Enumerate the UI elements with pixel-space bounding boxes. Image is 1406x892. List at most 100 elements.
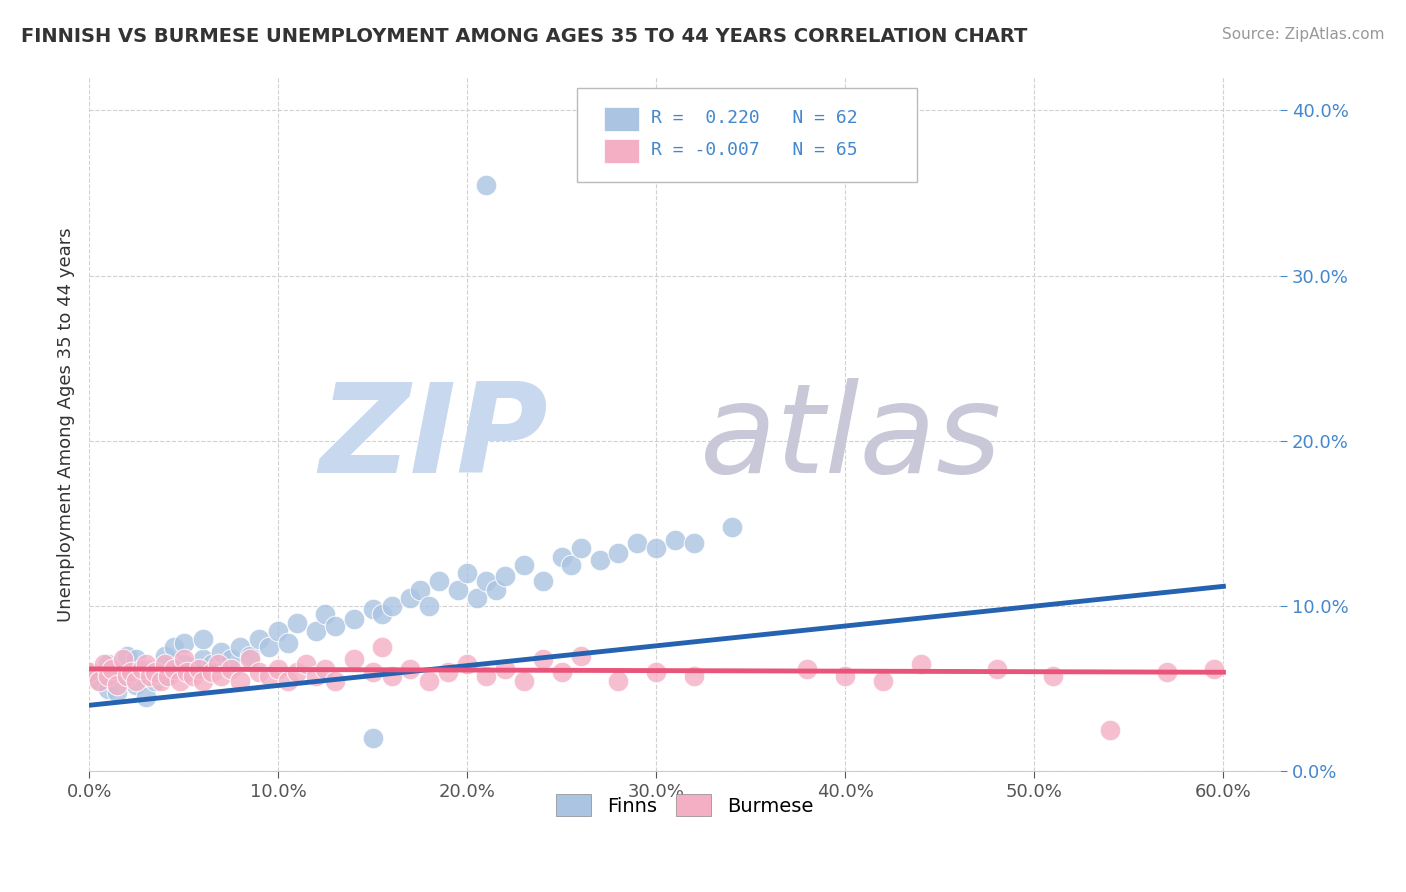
- Point: [683, 536, 706, 550]
- Point: [163, 662, 186, 676]
- Point: [834, 668, 856, 682]
- Text: R = -0.007   N = 65: R = -0.007 N = 65: [651, 141, 858, 160]
- Point: [285, 665, 308, 680]
- Point: [219, 652, 242, 666]
- Point: [607, 673, 630, 688]
- Point: [1098, 723, 1121, 737]
- Point: [361, 665, 384, 680]
- Point: [371, 607, 394, 622]
- Point: [1202, 662, 1225, 676]
- Point: [380, 599, 402, 614]
- Point: [173, 635, 195, 649]
- Point: [153, 668, 176, 682]
- Point: [135, 662, 157, 676]
- Point: [626, 536, 648, 550]
- Point: [721, 520, 744, 534]
- Bar: [603, 138, 640, 163]
- Point: [1042, 668, 1064, 682]
- Point: [314, 662, 336, 676]
- Legend: Finns, Burmese: Finns, Burmese: [548, 786, 821, 824]
- Point: [153, 657, 176, 671]
- Point: [115, 668, 138, 682]
- Point: [409, 582, 432, 597]
- Point: [531, 652, 554, 666]
- Point: [569, 648, 592, 663]
- Point: [437, 665, 460, 680]
- Point: [173, 652, 195, 666]
- Point: [645, 541, 668, 556]
- Point: [201, 657, 224, 671]
- Point: [551, 549, 574, 564]
- Text: Source: ZipAtlas.com: Source: ZipAtlas.com: [1222, 27, 1385, 42]
- Point: [143, 665, 166, 680]
- Point: [475, 574, 498, 589]
- Point: [149, 673, 172, 688]
- Point: [115, 668, 138, 682]
- Point: [683, 668, 706, 682]
- Point: [588, 553, 610, 567]
- Text: ZIP: ZIP: [319, 378, 547, 499]
- Point: [181, 665, 204, 680]
- Point: [87, 673, 110, 688]
- Point: [257, 640, 280, 655]
- Point: [277, 673, 299, 688]
- Point: [157, 668, 180, 682]
- Point: [135, 690, 157, 704]
- Point: [125, 652, 148, 666]
- Point: [120, 665, 142, 680]
- Point: [173, 657, 195, 671]
- Point: [465, 591, 488, 605]
- Point: [380, 668, 402, 682]
- Point: [267, 662, 290, 676]
- Point: [513, 558, 536, 572]
- Point: [107, 685, 129, 699]
- Point: [131, 662, 153, 676]
- Point: [323, 619, 346, 633]
- Point: [107, 678, 129, 692]
- Point: [209, 645, 232, 659]
- Text: FINNISH VS BURMESE UNEMPLOYMENT AMONG AGES 35 TO 44 YEARS CORRELATION CHART: FINNISH VS BURMESE UNEMPLOYMENT AMONG AG…: [21, 27, 1028, 45]
- Point: [427, 574, 450, 589]
- Point: [97, 657, 120, 671]
- Point: [418, 599, 440, 614]
- Point: [257, 668, 280, 682]
- Point: [219, 662, 242, 676]
- Point: [796, 662, 818, 676]
- Point: [191, 652, 214, 666]
- Point: [531, 574, 554, 589]
- Point: [494, 569, 516, 583]
- Point: [112, 652, 135, 666]
- Text: atlas: atlas: [700, 378, 1002, 499]
- Point: [475, 178, 498, 192]
- Point: [239, 652, 262, 666]
- Point: [100, 662, 122, 676]
- Point: [1156, 665, 1178, 680]
- Point: [910, 657, 932, 671]
- Point: [607, 546, 630, 560]
- Point: [399, 591, 422, 605]
- Point: [343, 652, 366, 666]
- Point: [323, 673, 346, 688]
- Point: [207, 657, 229, 671]
- Point: [361, 602, 384, 616]
- Point: [97, 668, 120, 682]
- Point: [247, 632, 270, 647]
- Point: [456, 657, 478, 671]
- Point: [191, 632, 214, 647]
- Point: [560, 558, 582, 572]
- Point: [343, 612, 366, 626]
- Point: [247, 665, 270, 680]
- Point: [87, 673, 110, 688]
- Point: [418, 673, 440, 688]
- Point: [125, 678, 148, 692]
- Point: [125, 673, 148, 688]
- Point: [986, 662, 1008, 676]
- Bar: [603, 106, 640, 131]
- Point: [163, 640, 186, 655]
- Point: [494, 662, 516, 676]
- Point: [187, 662, 209, 676]
- Point: [115, 648, 138, 663]
- Point: [135, 657, 157, 671]
- Point: [371, 640, 394, 655]
- Point: [305, 624, 328, 638]
